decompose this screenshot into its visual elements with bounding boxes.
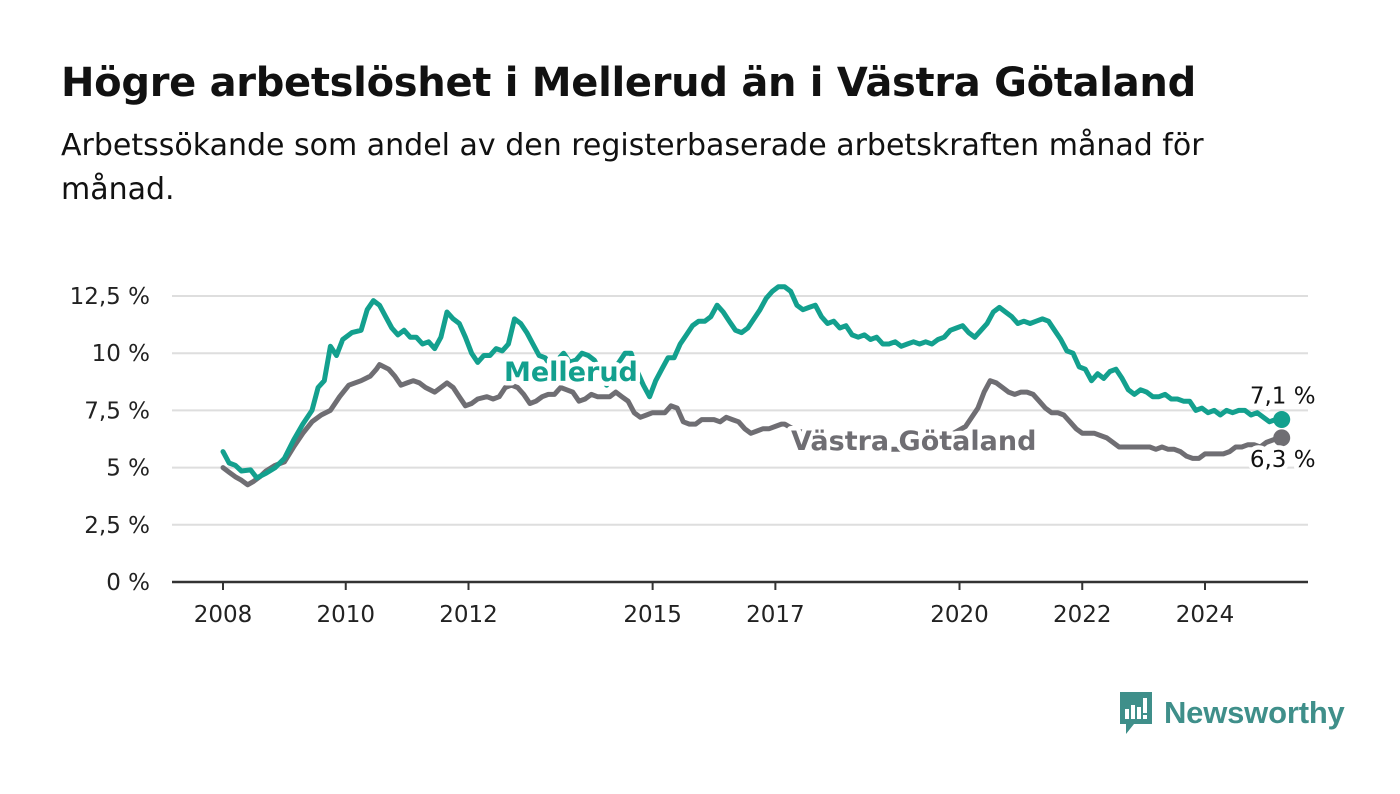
newsworthy-logo: Newsworthy xyxy=(1118,690,1345,736)
chart-subtitle: Arbetssökande som andel av den registerb… xyxy=(61,128,1204,207)
x-axis-tick-labels: 2008 2010 2012 2015 2017 2020 2022 2024 xyxy=(194,582,1235,628)
x-tick-label: 2017 xyxy=(746,602,805,628)
x-tick-label: 2008 xyxy=(194,602,253,628)
end-value-mellerud: 7,1 % xyxy=(1250,384,1316,410)
y-tick-label: 0 % xyxy=(106,570,150,596)
y-tick-label: 12,5 % xyxy=(70,284,150,310)
series-line-mellerud xyxy=(220,284,1285,481)
x-tick-label: 2022 xyxy=(1053,602,1112,628)
grid-lines xyxy=(172,295,1308,584)
series-label-vastra-gotaland-halo: Västra Götaland xyxy=(791,426,1036,457)
x-tick-label: 2024 xyxy=(1176,602,1235,628)
x-tick-label: 2012 xyxy=(439,602,498,628)
y-axis-tick-labels: 0 % 2,5 % 5 % 7,5 % 10 % 12,5 % xyxy=(70,284,150,596)
series-line-v-stra-g-taland xyxy=(220,362,1285,488)
y-tick-label: 10 % xyxy=(92,341,150,367)
end-value-vastra-gotaland: 6,3 % xyxy=(1250,447,1316,473)
end-value-mellerud-halo: 7,1 % xyxy=(1250,384,1316,410)
y-tick-label: 2,5 % xyxy=(84,513,150,539)
end-point-mellerud xyxy=(1273,411,1291,429)
bar-chart-logo-icon xyxy=(1120,692,1152,734)
series-lines xyxy=(220,284,1291,488)
x-tick-label: 2010 xyxy=(316,602,375,628)
x-tick-label: 2015 xyxy=(623,602,682,628)
brand-name: Newsworthy xyxy=(1164,695,1345,730)
x-tick-label: 2020 xyxy=(930,602,989,628)
series-label-mellerud: Mellerud xyxy=(504,357,638,388)
chart-title: Högre arbetslöshet i Mellerud än i Västr… xyxy=(61,60,1196,106)
series-label-mellerud-halo: Mellerud xyxy=(504,357,638,388)
y-tick-label: 7,5 % xyxy=(84,398,150,424)
y-tick-label: 5 % xyxy=(106,456,150,482)
series-label-vastra-gotaland: Västra Götaland xyxy=(791,426,1036,457)
end-value-vastra-gotaland-halo: 6,3 % xyxy=(1250,447,1316,473)
end-point-v-stra-g-taland xyxy=(1273,429,1291,447)
